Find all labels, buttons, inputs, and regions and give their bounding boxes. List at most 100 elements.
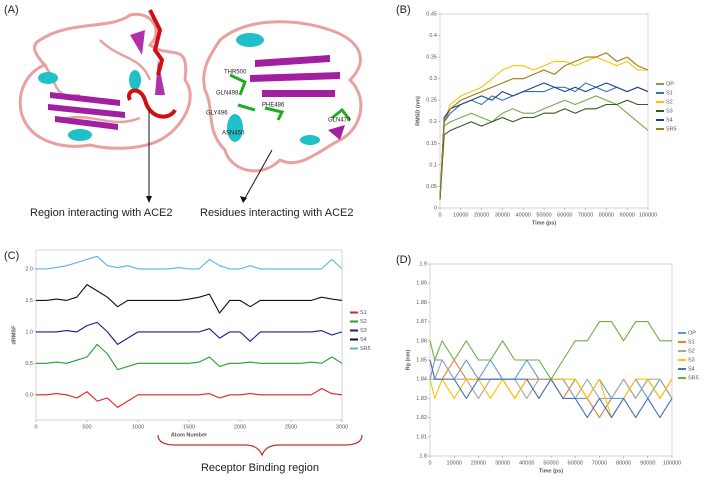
legend-label: SR5 [360, 346, 371, 352]
series-line [36, 284, 343, 314]
y-tick-label: 1.88 [416, 300, 427, 306]
helix [129, 70, 141, 90]
beta-sheet [130, 30, 165, 95]
legend-label: S4 [360, 337, 367, 343]
x-axis-label: Atom Number [171, 432, 208, 438]
legend-label: S3 [666, 108, 673, 114]
y-tick-label: 0.4 [429, 33, 437, 39]
residue-label: GLN498 [216, 91, 239, 97]
y-tick-label: 1.89 [416, 281, 427, 287]
x-tick-label: 80000 [599, 212, 614, 218]
y-tick-label: 1.85 [416, 357, 427, 363]
y-axis-label: dRMSF [11, 325, 17, 345]
residue-label: GLY496 [206, 111, 228, 117]
helix [38, 72, 58, 84]
x-tick-label: 60000 [568, 460, 583, 466]
residue-label: THR500 [224, 70, 247, 76]
legend-label: S4 [666, 117, 673, 123]
y-tick-label: 2.0 [25, 266, 33, 272]
residue-label: GLN474 [328, 118, 351, 124]
x-tick-label: 500 [82, 424, 91, 430]
arrow [243, 149, 273, 201]
x-tick-label: 50000 [543, 460, 558, 466]
y-tick-label: 0.05 [426, 184, 437, 190]
y-tick-label: 1.5 [25, 298, 33, 304]
x-tick-label: 2500 [285, 424, 297, 430]
helix [300, 135, 320, 145]
x-tick-label: 80000 [616, 460, 631, 466]
series-line [429, 359, 673, 419]
y-tick-label: 0.1 [429, 162, 437, 168]
y-tick-label: 1.84 [416, 377, 427, 383]
legend-label: S1 [360, 310, 367, 316]
beta-sheet [48, 92, 125, 130]
x-tick-label: 90000 [640, 460, 655, 466]
legend-label: OP [688, 330, 696, 336]
annotation: Region interacting with ACE2 [30, 207, 172, 219]
helix [227, 114, 243, 142]
x-tick-label: 0 [428, 460, 431, 466]
y-tick-label: 0.25 [426, 98, 437, 104]
plot-frame [439, 13, 649, 209]
x-tick-label: 100000 [639, 212, 657, 218]
x-tick-label: 60000 [557, 212, 572, 218]
y-tick-label: 1.83 [416, 396, 427, 402]
series-line [36, 321, 343, 345]
x-tick-label: 30000 [495, 460, 510, 466]
x-tick-label: 3000 [336, 424, 348, 430]
legend-label: S2 [666, 99, 673, 105]
residue-label: PHE486 [262, 103, 285, 109]
y-tick-label: 0.35 [426, 55, 437, 61]
x-tick-label: 10000 [447, 460, 462, 466]
x-tick-label: 20000 [474, 212, 489, 218]
y-tick-label: 0.0 [25, 392, 33, 398]
brace [157, 434, 363, 457]
x-tick-label: 70000 [578, 212, 593, 218]
y-tick-label: 0 [434, 205, 437, 211]
x-tick-label: 2000 [234, 424, 246, 430]
series-line [429, 359, 673, 419]
x-tick-label: 90000 [620, 212, 635, 218]
arrow-head [240, 196, 247, 203]
panel-label: (D) [396, 254, 411, 266]
x-tick-label: 20000 [471, 460, 486, 466]
y-tick-label: 1.81 [416, 434, 427, 440]
legend-label: OP [666, 81, 674, 87]
x-axis-label: Time (ps) [539, 468, 564, 474]
annotation: Receptor Binding region [201, 462, 319, 474]
coil [202, 20, 363, 173]
y-tick-label: 0.45 [426, 11, 437, 17]
y-tick-label: 1.82 [416, 415, 427, 421]
panel-label: (A) [4, 4, 19, 16]
residue-sticks [229, 73, 352, 121]
beta-sheet [328, 125, 345, 140]
y-axis-label: Rg (nm) [405, 349, 411, 370]
x-tick-label: 1000 [132, 424, 144, 430]
beta-sheet [250, 55, 340, 97]
series-line [36, 255, 343, 270]
legend-label: S2 [360, 319, 367, 325]
series-line [36, 343, 343, 371]
y-tick-label: 1.87 [416, 319, 427, 325]
annotation: Residues interacting with ACE2 [200, 207, 353, 219]
x-tick-label: 10000 [453, 212, 468, 218]
x-tick-label: 40000 [516, 212, 531, 218]
x-tick-label: 0 [438, 212, 441, 218]
helix [68, 129, 92, 141]
y-axis-label: RMSD (nm) [415, 96, 421, 126]
series-line [36, 387, 343, 408]
residue-label: ASN450 [222, 131, 245, 137]
x-tick-label: 0 [34, 424, 37, 430]
y-tick-label: 0.5 [25, 361, 33, 367]
legend-label: S1 [666, 90, 673, 96]
y-tick-label: 1.0 [25, 329, 33, 335]
x-tick-label: 50000 [536, 212, 551, 218]
x-tick-label: 1500 [183, 424, 195, 430]
legend-label: SR5 [688, 375, 699, 381]
y-tick-label: 1.8 [419, 453, 427, 459]
x-axis-label: Time (ps) [532, 220, 557, 226]
x-tick-label: 40000 [519, 460, 534, 466]
x-tick-label: 70000 [592, 460, 607, 466]
legend-label: S1 [688, 339, 695, 345]
